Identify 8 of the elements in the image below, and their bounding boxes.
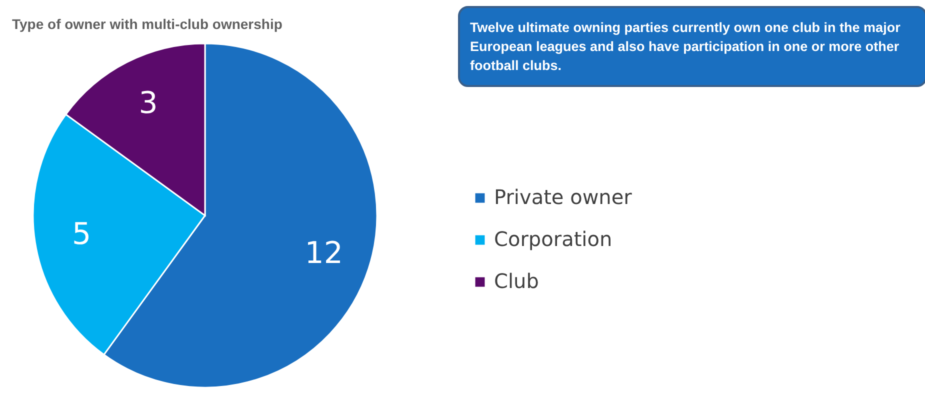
legend-label: Private owner	[494, 185, 633, 209]
text: Twelve ultimate owning parties currently own one club in the major European leagues and also have participation in one or more other football clubs.	[458, 6, 925, 87]
data-label: 12	[304, 236, 343, 272]
data-label: 3	[138, 86, 158, 122]
legend-label: Club	[494, 269, 539, 293]
data-label: 5	[72, 217, 92, 252]
legend-label: Corporation	[494, 227, 612, 251]
chart-title: Type of owner with multi-club ownership	[12, 16, 282, 32]
